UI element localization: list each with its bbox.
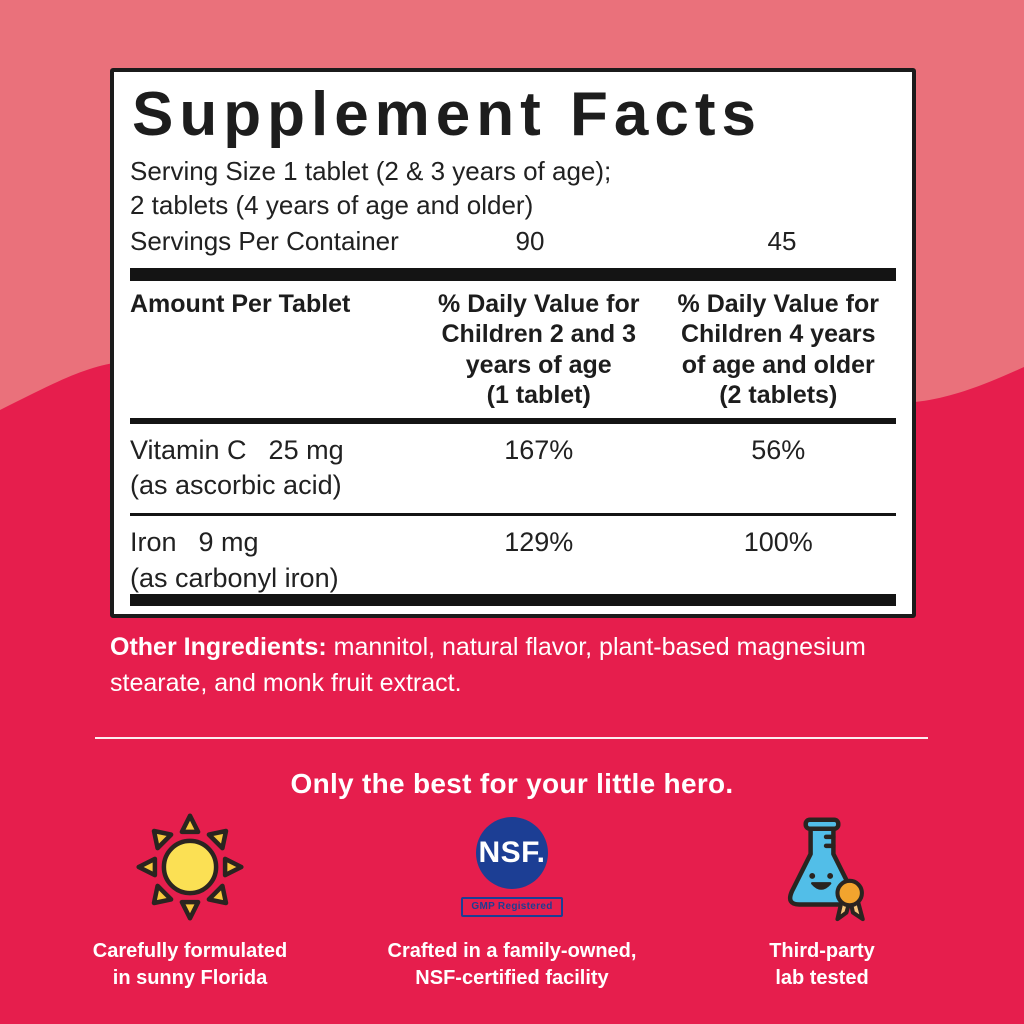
table-row-iron: Iron 9 mg (as carbonyl iron) 129% 100% [130, 516, 896, 605]
separator-medium [130, 417, 896, 424]
badge-caption: Carefully formulated in sunny Florida [92, 940, 288, 989]
nutrient-name: Vitamin C [130, 434, 247, 465]
separator-thin [130, 512, 896, 516]
nutrient-amount: 9 mg [198, 526, 259, 557]
nutrient-detail: (as ascorbic acid) [130, 470, 342, 501]
table-row-vitamin-c: Vitamin C 25 mg (as ascorbic acid) 167% 5… [130, 424, 896, 513]
badge-sunny-florida: Carefully formulated in sunny Florida [50, 810, 330, 992]
nutrient-amount: 25 mg [268, 434, 344, 465]
table-header-row: Amount Per Tablet % Daily Value for Chil… [130, 289, 896, 411]
lab-flask-icon [682, 810, 962, 924]
servings-value-45: 45 [767, 225, 797, 256]
tagline: Only the best for your little hero. [290, 768, 734, 799]
header-amount-per-tablet: Amount Per Tablet [130, 289, 351, 318]
nutrient-name-cell: Vitamin C 25 mg (as ascorbic acid) [130, 433, 417, 504]
badge-nsf: NSF. GMP Registered Crafted in a family-… [372, 810, 652, 992]
servings-label: Servings Per Container [130, 225, 399, 256]
supplement-facts-panel: Supplement Facts Serving Size 1 tablet (… [110, 68, 916, 618]
dv-children-4-plus-value: 100% [743, 526, 813, 557]
gmp-registered-box: GMP Registered [461, 897, 563, 917]
horizontal-divider [95, 737, 928, 739]
serving-size-line1: Serving Size 1 tablet (2 & 3 years of ag… [130, 156, 612, 187]
serving-size: Serving Size 1 tablet (2 & 3 years of ag… [130, 155, 896, 223]
separator-thick-top [130, 267, 896, 281]
separator-thick-bottom [130, 594, 896, 606]
serving-size-line2: 2 tablets (4 years of age and older) [130, 189, 534, 220]
servings-per-container-row: Servings Per Container 90 45 [130, 226, 896, 260]
dv-children-4-plus-value: 56% [751, 434, 806, 465]
header-daily-value-children-2-3: % Daily Value for Children 2 and 3 years… [438, 289, 640, 410]
badge-caption: Third-party lab tested [769, 940, 875, 989]
nsf-circle: NSF. [476, 817, 548, 889]
badge-lab-tested: Third-party lab tested [682, 810, 962, 992]
nutrient-name-cell: Iron 9 mg (as carbonyl iron) [130, 525, 417, 596]
other-ingredients-label: Other Ingredients: [110, 633, 327, 661]
other-ingredients-text: mannitol, natural flavor, plant-based ma… [110, 633, 866, 697]
servings-value-90: 90 [515, 225, 545, 256]
badge-caption: Crafted in a family-owned, NSF-certified… [387, 940, 637, 989]
nsf-logo: NSF. GMP Registered [372, 810, 652, 924]
other-ingredients: Other Ingredients: mannitol, natural fla… [110, 630, 918, 701]
dv-children-2-3-value: 129% [504, 526, 574, 557]
panel-title: Supplement Facts [132, 80, 762, 149]
dv-children-2-3-value: 167% [504, 434, 574, 465]
nutrient-detail: (as carbonyl iron) [130, 562, 339, 593]
header-daily-value-children-4-plus: % Daily Value for Children 4 years of ag… [677, 289, 879, 410]
sun-icon [50, 810, 330, 924]
nsf-logo-text: NSF. [478, 836, 546, 869]
nutrient-name: Iron [130, 526, 177, 557]
